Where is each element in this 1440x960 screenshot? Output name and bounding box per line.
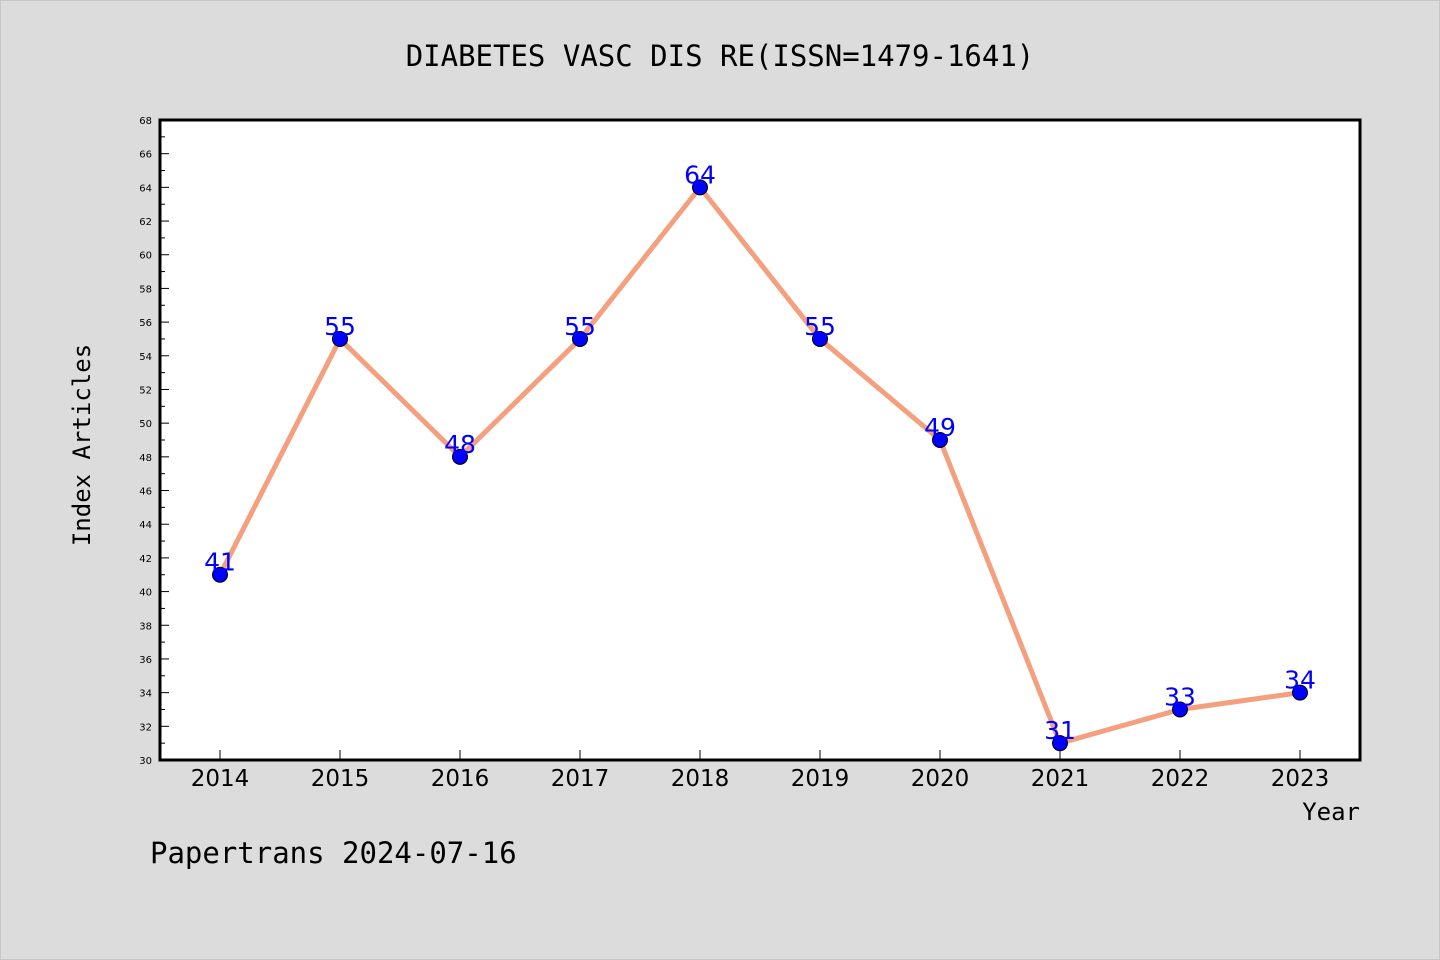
y-tick-label: 66	[139, 150, 152, 161]
y-axis-ticks: 30 32 34 36 38 40 42 44 46 48 50 52 54 56 58 60 62 64 66 68	[139, 116, 169, 767]
y-axis-label: Index Articles	[68, 344, 96, 546]
y-tick-label: 46	[139, 487, 152, 498]
y-tick-label: 60	[139, 251, 152, 262]
x-tick-label: 2014	[191, 766, 250, 792]
y-tick-label: 54	[139, 352, 152, 363]
x-tick-label: 2015	[311, 766, 370, 792]
x-tick-label: 2023	[1271, 766, 1330, 792]
series-line-group	[217, 184, 1303, 746]
y-tick-label: 52	[139, 385, 152, 396]
data-label: 55	[804, 312, 836, 341]
data-point-marker	[572, 330, 588, 347]
y-tick-label: 62	[139, 217, 152, 228]
y-tick-label: 36	[139, 655, 152, 666]
plot-area	[158, 118, 1362, 762]
x-axis-label: Year	[1302, 798, 1360, 826]
data-point-marker	[692, 179, 708, 196]
y-tick-label: 32	[139, 722, 152, 733]
x-tick-label: 2022	[1151, 766, 1210, 792]
marker-group	[212, 179, 1308, 752]
y-tick-label: 68	[139, 116, 152, 127]
x-tick-label: 2021	[1031, 766, 1090, 792]
data-point-marker	[212, 566, 228, 583]
data-label: 41	[204, 548, 236, 577]
data-point-marker	[812, 330, 828, 347]
y-tick-label: 42	[139, 554, 152, 565]
y-tick-label: 30	[139, 756, 152, 767]
x-tick-label: 2017	[551, 766, 610, 792]
x-tick-label: 2018	[671, 766, 730, 792]
x-tick-label: 2019	[791, 766, 850, 792]
data-label: 33	[1164, 682, 1196, 711]
data-point-marker	[332, 330, 348, 347]
data-point-marker	[452, 448, 468, 465]
chart-title: DIABETES VASC DIS RE(ISSN=1479-1641)	[406, 39, 1035, 73]
x-axis-ticks: 2014 2015 2016 2017 2018 2019 2020 2021 2022 2023	[191, 750, 1330, 792]
data-label: 49	[924, 413, 956, 442]
x-tick-label: 2020	[911, 766, 970, 792]
y-tick-label: 40	[139, 588, 152, 599]
data-label: 34	[1284, 666, 1316, 695]
data-label: 55	[324, 312, 356, 341]
data-label-group: 41 55 48 55 64 55 49 31 33 34	[204, 160, 1316, 745]
data-label: 31	[1044, 716, 1076, 745]
y-tick-label: 56	[139, 318, 152, 329]
data-point-marker	[1292, 684, 1308, 701]
y-tick-label: 58	[139, 284, 152, 295]
data-label: 64	[684, 160, 716, 189]
data-point-marker	[1172, 701, 1188, 718]
y-tick-label: 48	[139, 453, 152, 464]
y-tick-label: 44	[139, 520, 152, 531]
data-point-marker	[1052, 735, 1068, 752]
data-label: 48	[444, 430, 476, 459]
y-tick-label: 50	[139, 419, 152, 430]
x-tick-label: 2016	[431, 766, 490, 792]
y-tick-label: 34	[139, 689, 152, 700]
series-line	[217, 184, 1303, 746]
data-point-marker	[932, 432, 948, 448]
footer-text: Papertrans 2024-07-16	[150, 836, 517, 870]
y-tick-label: 64	[139, 183, 152, 194]
data-label: 55	[564, 312, 596, 341]
y-tick-label: 38	[139, 621, 152, 632]
